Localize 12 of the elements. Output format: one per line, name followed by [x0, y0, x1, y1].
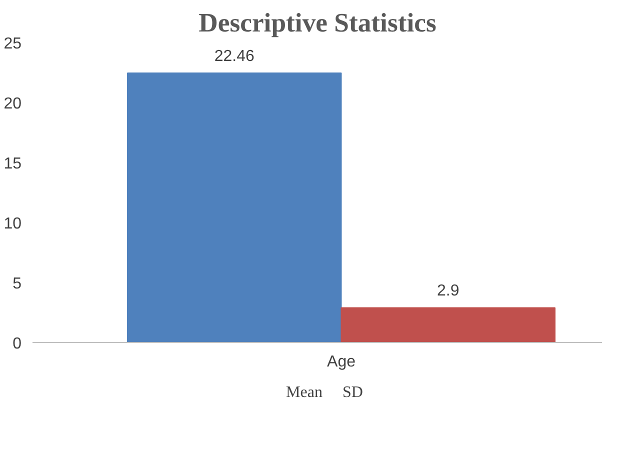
x-tick-label: Age — [327, 354, 356, 370]
y-tick-label: 0 — [12, 336, 22, 352]
y-tick-label: 5 — [12, 276, 22, 292]
y-tick-label: 10 — [4, 216, 22, 232]
y-tick-label: 25 — [4, 36, 22, 52]
text: Mean — [286, 384, 322, 402]
chart-title: Descriptive Statistics — [198, 8, 436, 38]
y-tick-label: 15 — [4, 156, 22, 172]
text: SD — [342, 384, 363, 402]
data-label: 22.46 — [214, 48, 254, 65]
data-label: 2.9 — [437, 282, 460, 300]
y-tick-label: 20 — [4, 96, 22, 112]
